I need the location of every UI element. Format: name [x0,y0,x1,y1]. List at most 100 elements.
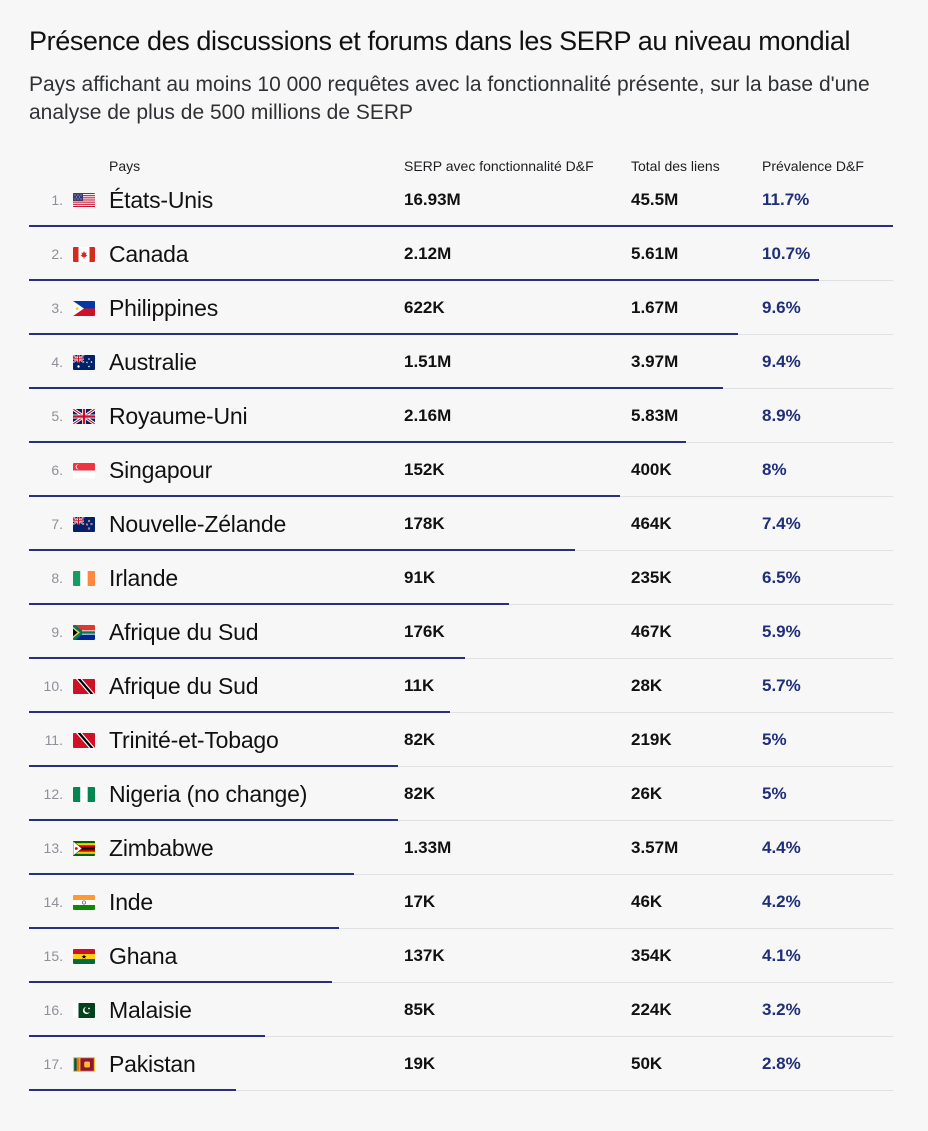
prevalence-bar [29,495,620,497]
rank-number: 16. [43,1002,63,1018]
country-name: Malaisie [109,997,192,1023]
table-row: 14. Inde 17K 46K 4.2% [29,875,893,929]
prevalence-value: 4.4% [762,838,801,857]
total-links-value: 1.67M [631,298,679,317]
trinidad-flag-icon [73,733,95,748]
prevalence-value: 11.7% [762,190,810,209]
prevalence-value: 8.9% [762,406,801,425]
prevalence-value: 5.9% [762,622,801,641]
country-name: Philippines [109,295,219,321]
table-row: 8. Irlande 91K 235K 6.5% [29,551,893,605]
prevalence-bar [29,225,893,227]
prevalence-bar [29,1089,236,1091]
serp-value: 91K [404,568,436,587]
total-links-value: 5.83M [631,406,679,425]
prevalence-value: 9.4% [762,352,801,371]
rank-number: 5. [51,408,63,424]
table-row: 13. Zimbabwe 1.33M 3.57M 4.4% [29,821,893,875]
country-name: Trinité-et-Tobago [109,727,279,753]
prevalence-value: 5% [762,730,787,749]
total-links-value: 219K [631,730,672,749]
table-row: 1. États-Unis 16.93M 45.5M 11.7% [29,173,893,227]
table-header: Pays SERP avec fonctionnalité D&F Total … [29,156,893,180]
rank-number: 15. [43,948,63,964]
country-name: Nigeria (no change) [109,781,308,807]
prevalence-bar [29,873,354,875]
prevalence-bar [29,819,398,821]
prevalence-value: 7.4% [762,514,801,533]
prevalence-value: 5.7% [762,676,801,695]
australia-flag-icon [73,355,95,370]
total-links-value: 467K [631,622,672,641]
rank-number: 8. [51,570,63,586]
table-row: 15. Ghana 137K 354K 4.1% [29,929,893,983]
prevalence-value: 2.8% [762,1054,801,1073]
trinidad-flag-icon [73,679,95,694]
serp-value: 82K [404,730,436,749]
chart-subtitle: Pays affichant au moins 10 000 requêtes … [29,73,870,124]
total-links-value: 464K [631,514,672,533]
prevalence-bar [29,549,575,551]
serp-value: 19K [404,1054,436,1073]
serp-value: 2.16M [404,406,452,425]
table-row: 16. Malaisie 85K 224K 3.2% [29,983,893,1037]
prevalence-value: 8% [762,460,787,479]
rank-number: 2. [51,246,63,262]
rank-number: 12. [43,786,63,802]
rank-number: 13. [43,840,63,856]
us-flag-icon [73,193,95,208]
country-name: Pakistan [109,1051,196,1077]
serp-value: 16.93M [404,190,461,209]
total-links-value: 3.57M [631,838,679,857]
serp-value: 2.12M [404,244,452,263]
prevalence-bar [29,927,339,929]
prevalence-value: 5% [762,784,787,803]
total-links-value: 224K [631,1000,672,1019]
prevalence-bar [29,333,738,335]
singapore-flag-icon [73,463,95,478]
country-name: Ghana [109,943,178,969]
rank-number: 11. [44,732,63,748]
country-name: Nouvelle-Zélande [109,511,287,537]
country-name: Royaume-Uni [109,403,248,429]
sri-lanka-flag-icon [73,1057,95,1072]
rank-number: 4. [51,354,63,370]
table-row: 17. Pakistan 19K 50K 2.8% [29,1037,893,1091]
table-row: 7. Nouvelle-Zélande 178K 464K 7.4% [29,497,893,551]
total-links-value: 235K [631,568,672,587]
row-separator [29,928,893,929]
nigeria-flag-icon [73,787,95,802]
philippines-flag-icon [73,301,95,316]
zimbabwe-flag-icon [73,841,95,856]
serp-value: 176K [404,622,445,641]
prevalence-bar [29,387,723,389]
serp-value: 137K [404,946,445,965]
rank-number: 10. [43,678,63,694]
total-links-value: 28K [631,676,663,695]
serp-value: 1.51M [404,352,452,371]
prevalence-bar [29,657,465,659]
table-row: 3. Philippines 622K 1.67M 9.6% [29,281,893,335]
table-row: 9. Afrique du Sud 176K 467K 5.9% [29,605,893,659]
country-name: États-Unis [109,187,214,213]
column-header-total: Total des liens [631,158,720,174]
total-links-value: 3.97M [631,352,679,371]
prevalence-bar [29,603,509,605]
prevalence-bar [29,279,819,281]
prevalence-value: 6.5% [762,568,801,587]
country-name: Singapour [109,457,213,483]
prevalence-bar [29,441,686,443]
row-separator [29,874,893,875]
prevalence-bar [29,765,398,767]
row-separator [29,1090,893,1091]
rank-number: 3. [51,300,63,316]
total-links-value: 45.5M [631,190,679,209]
row-separator [29,766,893,767]
ghana-flag-icon [73,949,95,964]
prevalence-value: 9.6% [762,298,801,317]
row-separator [29,712,893,713]
total-links-value: 46K [631,892,663,911]
table-row: 6. Singapour 152K 400K 8% [29,443,893,497]
table-row: 2. Canada 2.12M 5.61M 10.7% [29,227,893,281]
rank-number: 1. [51,192,63,208]
